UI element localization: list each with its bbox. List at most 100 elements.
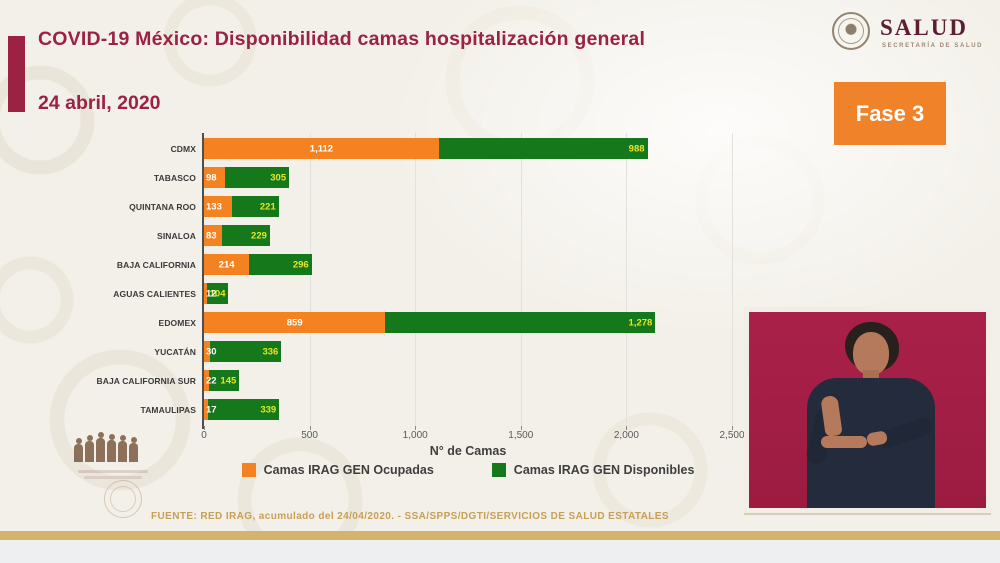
category-label: BAJA CALIFORNIA SUR bbox=[96, 375, 196, 386]
value-label-ocupadas: 98 bbox=[206, 172, 217, 183]
gridline bbox=[415, 133, 417, 429]
gold-divider-bar bbox=[0, 531, 1000, 540]
legend-item-disponibles: Camas IRAG GEN Disponibles bbox=[491, 463, 695, 477]
bar-segment-ocupadas bbox=[204, 370, 209, 391]
gridline bbox=[732, 133, 733, 429]
value-label-disponibles: 229 bbox=[251, 230, 267, 241]
bar-segment-ocupadas bbox=[204, 399, 208, 420]
value-label-ocupadas: 859 bbox=[286, 317, 303, 328]
bar-segment-ocupadas bbox=[204, 341, 211, 362]
chart-legend: Camas IRAG GEN Ocupadas Camas IRAG GEN D… bbox=[204, 463, 732, 477]
x-axis-title: N° de Camas bbox=[429, 444, 507, 458]
tick-mark bbox=[309, 426, 311, 430]
plot-area: CDMX 988 1,112 TABASCO 305 98 QUINTANA ROO 221 1… bbox=[97, 133, 733, 429]
category-label: TABASCO bbox=[153, 172, 196, 183]
value-label-disponibles: 145 bbox=[220, 375, 237, 386]
hero-figure-icon bbox=[129, 437, 138, 462]
value-label-disponibles: 104 bbox=[209, 288, 226, 299]
value-label-disponibles: 296 bbox=[292, 259, 309, 270]
tick-label: 2,000 bbox=[613, 430, 639, 441]
tick-label: 1,500 bbox=[508, 430, 534, 441]
value-label-disponibles: 988 bbox=[628, 143, 645, 154]
value-label-ocupadas: 17 bbox=[206, 404, 217, 415]
chart-y-axis-line bbox=[202, 133, 204, 429]
tick-label: 0 bbox=[201, 430, 207, 441]
source-line: FUENTE: RED IRAG, acumulado del 24/04/20… bbox=[151, 511, 669, 522]
interpreter-flat-hand bbox=[821, 436, 867, 448]
value-label-ocupadas: 30 bbox=[206, 346, 217, 357]
value-label-ocupadas: 1,112 bbox=[309, 143, 334, 154]
heroes-caption-line bbox=[78, 470, 148, 473]
bar-row: SINALOA 229 83 bbox=[157, 225, 732, 246]
bar-segment-ocupadas bbox=[204, 283, 207, 304]
category-label: YUCATÁN bbox=[154, 346, 196, 357]
category-label: QUINTANA ROO bbox=[129, 201, 196, 212]
interpreter-face bbox=[853, 332, 889, 375]
bar-row: EDOMEX 1,278 859 bbox=[159, 312, 732, 333]
gridline bbox=[626, 133, 628, 429]
hero-figure-icon bbox=[107, 434, 116, 462]
hero-figure-icon bbox=[74, 438, 83, 462]
bar-segment-disponibles bbox=[221, 225, 270, 246]
bar-segment-disponibles bbox=[232, 196, 279, 217]
bar-segment-ocupadas bbox=[204, 167, 225, 188]
bar-segment-ocupadas bbox=[204, 254, 250, 275]
bar-row: YUCATÁN 336 30 bbox=[154, 341, 732, 362]
bar-segment-ocupadas bbox=[204, 196, 233, 217]
bar-segment-ocupadas bbox=[204, 312, 386, 333]
tick-mark bbox=[520, 426, 522, 430]
bar-segment-disponibles bbox=[206, 283, 229, 304]
value-label-disponibles: 336 bbox=[262, 346, 279, 357]
legend-item-ocupadas: Camas IRAG GEN Ocupadas bbox=[241, 463, 434, 477]
hero-figure-icon bbox=[85, 435, 94, 462]
eagle-seal-icon bbox=[832, 12, 870, 50]
bar-row: CDMX 988 1,112 bbox=[171, 138, 732, 159]
category-label: AGUAS CALIENTES bbox=[113, 288, 196, 299]
title-accent-bar bbox=[8, 36, 25, 112]
slide-date: 24 abril, 2020 bbox=[38, 92, 161, 114]
value-label-ocupadas: 22 bbox=[206, 375, 217, 386]
value-label-ocupadas: 214 bbox=[218, 259, 235, 270]
tick-mark bbox=[415, 426, 417, 430]
tick-mark bbox=[626, 426, 628, 430]
tick-mark bbox=[204, 426, 205, 430]
value-label-disponibles: 339 bbox=[260, 404, 277, 415]
bar-row: TAMAULIPAS 339 17 bbox=[141, 399, 732, 420]
hero-figure-icon bbox=[118, 435, 127, 462]
salud-logo-name: SALUD bbox=[880, 15, 968, 40]
value-label-disponibles: 1,278 bbox=[628, 317, 653, 328]
tick-label: 2,500 bbox=[719, 430, 745, 441]
bar-segment-ocupadas bbox=[204, 138, 439, 159]
x-axis-ticks: 0 500 1,000 1,500 2,000 2,500 bbox=[201, 426, 745, 444]
bar-row: QUINTANA ROO 221 133 bbox=[129, 196, 732, 217]
bar-row: BAJA CALIFORNIA SUR 145 22 bbox=[97, 370, 732, 391]
bottom-strip bbox=[0, 540, 1000, 563]
value-label-ocupadas: 12 bbox=[206, 288, 217, 299]
value-label-disponibles: 305 bbox=[270, 172, 287, 183]
value-label-ocupadas: 83 bbox=[206, 230, 217, 241]
bar-segment-disponibles bbox=[385, 312, 656, 333]
bar-segment-ocupadas bbox=[204, 225, 222, 246]
legend-swatch-ocupadas bbox=[241, 463, 256, 477]
bar-segment-disponibles bbox=[438, 138, 648, 159]
bar-row: AGUAS CALIENTES 104 12 bbox=[113, 283, 732, 304]
bar-segment-disponibles bbox=[207, 399, 280, 420]
bar-segment-disponibles bbox=[210, 341, 282, 362]
phase-badge: Fase 3 bbox=[834, 82, 946, 145]
bar-segment-disponibles bbox=[208, 370, 240, 391]
sign-language-interpreter-panel bbox=[744, 307, 991, 513]
legend-swatch-disponibles bbox=[491, 463, 506, 477]
legend-label-disponibles: Camas IRAG GEN Disponibles bbox=[513, 463, 695, 477]
interpreter-background bbox=[749, 312, 986, 508]
background-highlight bbox=[380, 0, 1000, 340]
value-label-ocupadas: 133 bbox=[206, 201, 222, 212]
tick-label: 500 bbox=[301, 430, 318, 441]
salud-logo: SALUD SECRETARÍA DE SALUD bbox=[832, 12, 992, 58]
heroes-logo-icon bbox=[74, 432, 138, 462]
tick-mark bbox=[732, 426, 733, 430]
bar-row: TABASCO 305 98 bbox=[154, 167, 732, 188]
category-label: CDMX bbox=[170, 143, 196, 154]
slide-title: COVID-19 México: Disponibilidad camas ho… bbox=[38, 28, 646, 50]
category-label: SINALOA bbox=[157, 230, 196, 241]
